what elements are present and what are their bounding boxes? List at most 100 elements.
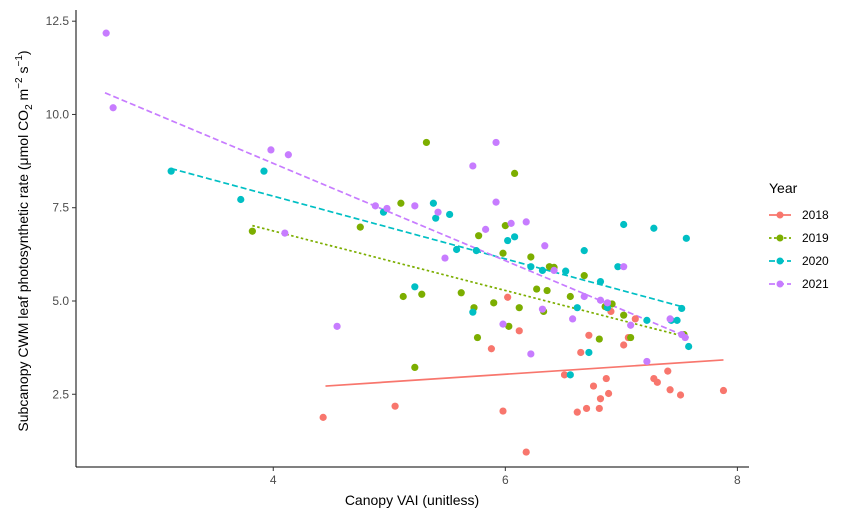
data-point-2020: [452, 245, 461, 254]
data-point-2021: [550, 266, 558, 274]
data-point-2019: [627, 333, 635, 342]
data-point-2020: [562, 267, 570, 275]
data-point-2019: [511, 169, 519, 178]
trend-lines: [104, 92, 724, 387]
data-point-2019: [422, 138, 431, 147]
data-point-2020: [432, 214, 440, 222]
legend-entry-2018: 2018: [769, 208, 829, 222]
data-point-2020: [411, 283, 419, 291]
data-point-2021: [666, 315, 674, 323]
data-point-2019: [399, 292, 407, 301]
y-axis-title-mu: μ: [15, 157, 31, 165]
data-point-2019: [620, 311, 628, 319]
data-point-2018: [577, 348, 585, 357]
data-point-2020: [446, 210, 454, 219]
data-point-2018: [560, 371, 569, 379]
data-point-2020: [573, 304, 581, 312]
legend-label-2021: 2021: [802, 277, 829, 291]
data-point-2019: [580, 272, 588, 280]
data-point-2020: [260, 167, 268, 175]
data-point-2019: [475, 232, 483, 240]
data-point-2021: [620, 263, 628, 271]
x-tick-label: 6: [502, 473, 509, 487]
data-point-2021: [538, 305, 547, 313]
data-point-2021: [580, 292, 588, 301]
y-axis-title-sup-m: −2: [14, 77, 25, 89]
data-point-2021: [492, 198, 500, 206]
data-point-2021: [492, 138, 500, 147]
data-point-2018: [487, 345, 496, 353]
data-point-2021: [603, 299, 612, 307]
y-tick-label: 2.5: [52, 387, 69, 401]
data-point-2018: [499, 407, 507, 415]
y-tick-label: 10.0: [46, 107, 70, 121]
data-point-2021: [507, 219, 515, 227]
data-point-2018: [719, 386, 728, 395]
data-point-2021: [469, 162, 477, 170]
y-axis-title-sub2: 2: [24, 104, 35, 110]
data-point-2021: [527, 350, 535, 358]
data-point-2019: [411, 363, 419, 371]
data-point-2021: [681, 333, 689, 342]
data-point-2018: [620, 341, 628, 349]
data-point-2021: [102, 29, 110, 37]
data-point-2021: [411, 202, 419, 210]
trend-line-2021: [104, 92, 689, 339]
data-point-2021: [371, 202, 379, 210]
legend-key-point-2020: [776, 257, 784, 265]
data-point-2020: [650, 224, 658, 232]
data-point-2021: [643, 357, 651, 366]
data-point-2020: [469, 308, 477, 316]
data-point-2018: [573, 408, 581, 416]
data-point-2020: [585, 348, 593, 357]
data-point-2020: [527, 263, 535, 271]
legend-label-2020: 2020: [802, 254, 829, 268]
data-point-2021: [109, 104, 117, 112]
data-point-2020: [596, 277, 605, 286]
legend: Year 2018 2019 2020 2021: [769, 180, 829, 291]
x-tick-label: 4: [270, 473, 277, 487]
data-point-2018: [631, 315, 639, 323]
data-point-2020: [511, 233, 519, 241]
data-point-2021: [499, 320, 507, 328]
legend-label-2018: 2018: [802, 208, 829, 222]
legend-key-point-2021: [776, 280, 784, 288]
data-point-2018: [589, 382, 598, 390]
trend-line-2019: [252, 224, 689, 339]
legend-title: Year: [769, 180, 798, 196]
legend-entry-2021: 2021: [769, 277, 829, 291]
data-point-2021: [267, 146, 275, 154]
data-point-2020: [429, 199, 437, 207]
legend-key-point-2018: [776, 211, 784, 219]
data-point-2020: [682, 234, 690, 242]
data-point-2020: [620, 220, 628, 229]
legend-entry-2019: 2019: [769, 231, 829, 245]
legend-label-2019: 2019: [802, 231, 829, 245]
data-point-2020: [678, 304, 686, 313]
data-point-2018: [602, 374, 610, 383]
x-axis-ticks: 4 6 8: [270, 467, 741, 487]
data-point-2021: [522, 218, 530, 226]
data-point-2019: [397, 199, 405, 207]
data-point-2019: [543, 286, 551, 295]
x-tick-label: 8: [734, 473, 741, 487]
data-point-2020: [504, 236, 512, 245]
y-axis-title-close: ): [15, 50, 31, 55]
data-point-2018: [585, 331, 593, 339]
y-tick-label: 12.5: [46, 14, 70, 28]
data-point-2021: [596, 296, 605, 304]
data-point-2019: [418, 290, 426, 298]
data-point-2019: [490, 299, 498, 307]
y-axis-title-s: s: [15, 66, 31, 77]
y-tick-label: 7.5: [52, 201, 69, 215]
data-point-2019: [595, 335, 603, 343]
data-point-2021: [434, 208, 442, 216]
data-point-2019: [473, 333, 482, 342]
trend-line-2020: [170, 167, 682, 308]
data-point-2021: [541, 242, 549, 250]
y-axis-title-m: m: [15, 89, 31, 105]
trend-line-2018: [325, 359, 724, 387]
data-point-2018: [319, 413, 327, 421]
data-point-2018: [604, 389, 613, 398]
